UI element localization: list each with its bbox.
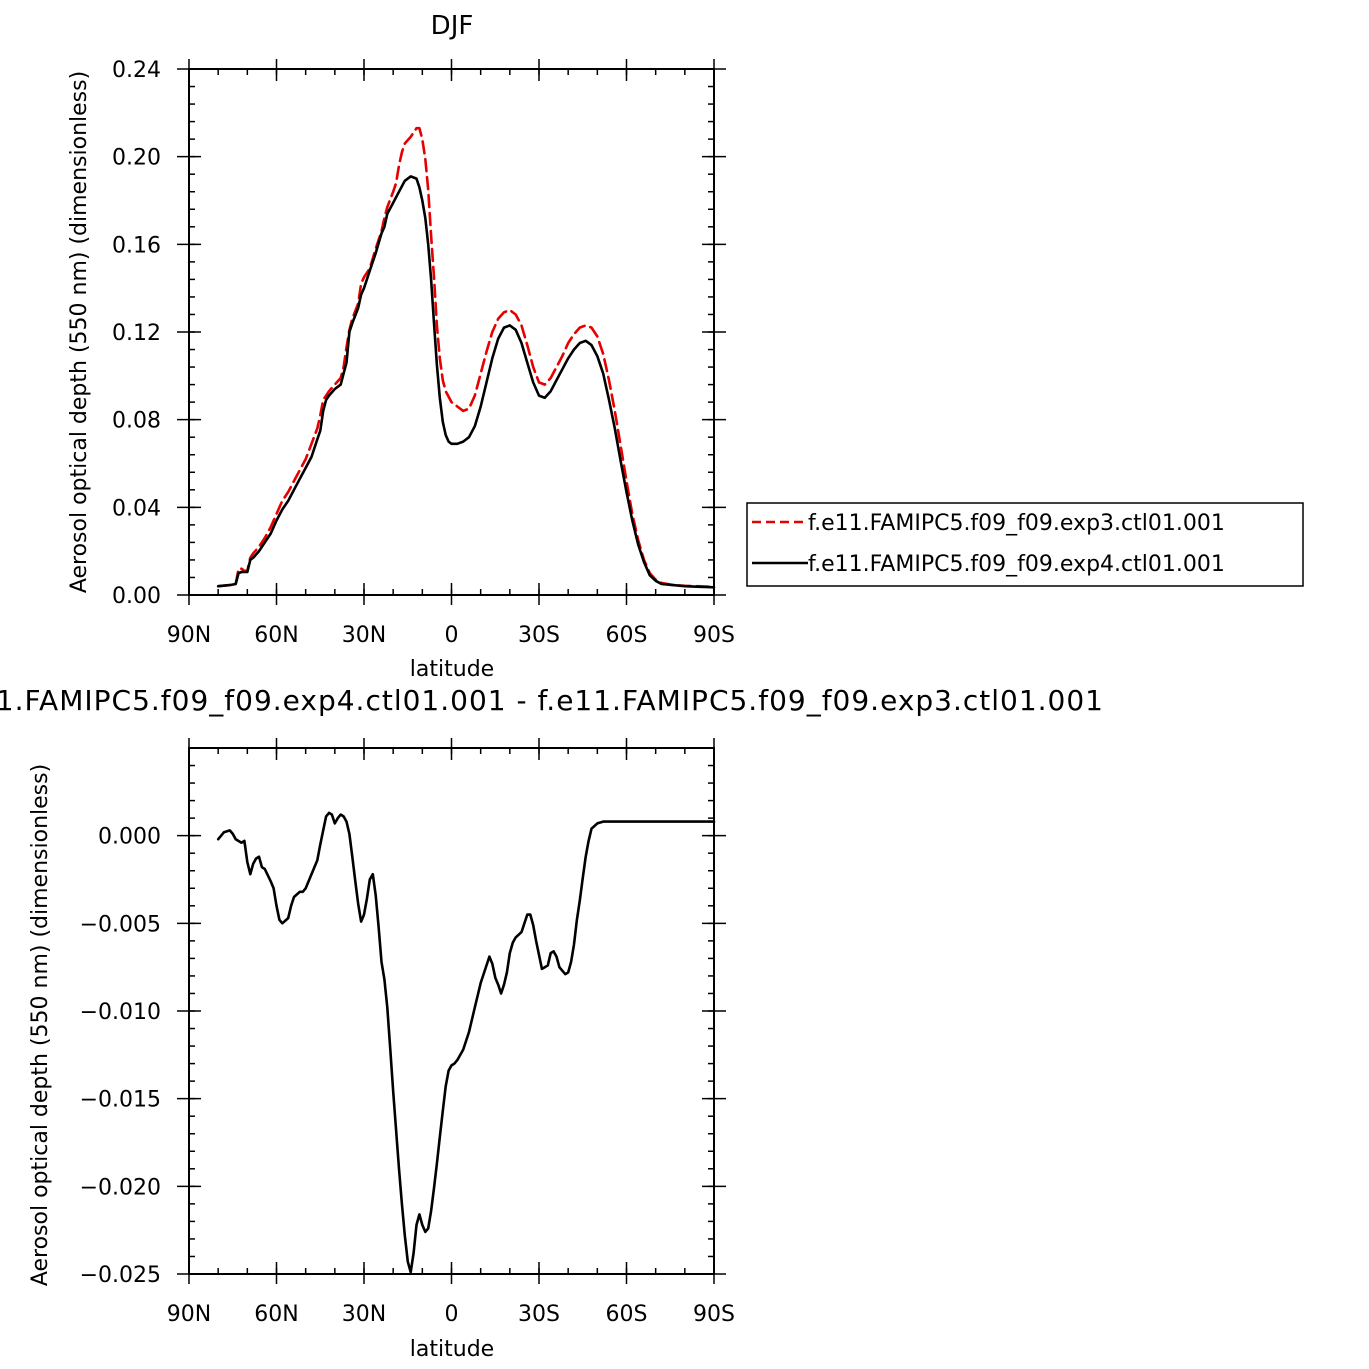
- top-x-axis-label: latitude: [410, 657, 494, 682]
- top-chart-title: DJF: [431, 11, 474, 41]
- bottom-x-tick-label: 60N: [254, 1302, 298, 1327]
- bottom-x-tick-label: 90N: [167, 1302, 211, 1327]
- legend-label-exp3: f.e11.FAMIPC5.f09_f09.exp3.ctl01.001: [808, 511, 1225, 536]
- top-x-tick-label: 30N: [342, 623, 386, 648]
- top-x-tick-label: 60S: [606, 623, 648, 648]
- bottom-panel: f.e11.FAMIPC5.f09_f09.exp4.ctl01.001 - f…: [0, 684, 1104, 1362]
- bottom-x-axis-label: latitude: [410, 1337, 494, 1362]
- bottom-x-tick-label: 60S: [606, 1302, 648, 1327]
- top-y-tick-label: 0.00: [112, 584, 161, 609]
- bottom-x-tick-label: 0: [445, 1302, 459, 1327]
- top-y-tick-label: 0.08: [112, 409, 161, 434]
- bottom-y-tick-label: −0.015: [80, 1088, 161, 1113]
- bottom-y-tick-label: 0.000: [98, 825, 161, 850]
- bottom-x-tick-label: 90S: [693, 1302, 735, 1327]
- legend-box: [746, 502, 1304, 587]
- top-y-tick-label: 0.04: [112, 496, 161, 521]
- top-x-tick-label: 90S: [693, 623, 735, 648]
- bottom-plot-frame: [188, 747, 715, 1275]
- bottom-x-tick-label: 30S: [518, 1302, 560, 1327]
- bottom-y-tick-label: −0.010: [80, 1000, 161, 1025]
- top-series-group: [216, 126, 716, 589]
- top-series-line-1: [216, 175, 716, 589]
- top-y-tick-label: 0.12: [112, 321, 161, 346]
- top-y-tick-label: 0.24: [112, 58, 161, 83]
- top-x-tick-label: 90N: [167, 623, 211, 648]
- top-panel: DJF 90N 60N 30N 0 30S 60S 90S 0.00 0.04 0.08 0.12 0…: [67, 11, 1304, 682]
- top-x-tick-label: 30S: [518, 623, 560, 648]
- bottom-y-tick-label: −0.025: [80, 1263, 161, 1288]
- legend: f.e11.FAMIPC5.f09_f09.exp3.ctl01.001 f.e…: [746, 502, 1304, 587]
- bottom-chart-title: f.e11.FAMIPC5.f09_f09.exp4.ctl01.001 - f…: [0, 684, 1104, 717]
- top-plot-frame: [188, 68, 715, 596]
- bottom-y-tick-label: −0.005: [80, 912, 161, 937]
- bottom-x-tick-label: 30N: [342, 1302, 386, 1327]
- bottom-ticks: 90N 60N 30N 0 30S 60S 90S −0.025 −0.020 −0.015 −0.…: [80, 738, 735, 1327]
- legend-label-exp4: f.e11.FAMIPC5.f09_f09.exp4.ctl01.001: [808, 552, 1225, 577]
- top-x-tick-label: 60N: [254, 623, 298, 648]
- bottom-y-tick-label: −0.020: [80, 1175, 161, 1200]
- bottom-series-line-0: [216, 811, 716, 1274]
- top-y-tick-label: 0.16: [112, 233, 161, 258]
- top-x-tick-label: 0: [445, 623, 459, 648]
- bottom-y-axis-label: Aerosol optical depth (550 nm) (dimensio…: [28, 764, 53, 1286]
- bottom-series-group: [216, 811, 716, 1274]
- top-ticks: 90N 60N 30N 0 30S 60S 90S 0.00 0.04 0.08 0.12 0.16 0…: [112, 58, 735, 648]
- top-y-tick-label: 0.20: [112, 146, 161, 171]
- top-y-axis-label: Aerosol optical depth (550 nm) (dimensio…: [67, 71, 92, 593]
- top-series-line-0: [216, 126, 716, 589]
